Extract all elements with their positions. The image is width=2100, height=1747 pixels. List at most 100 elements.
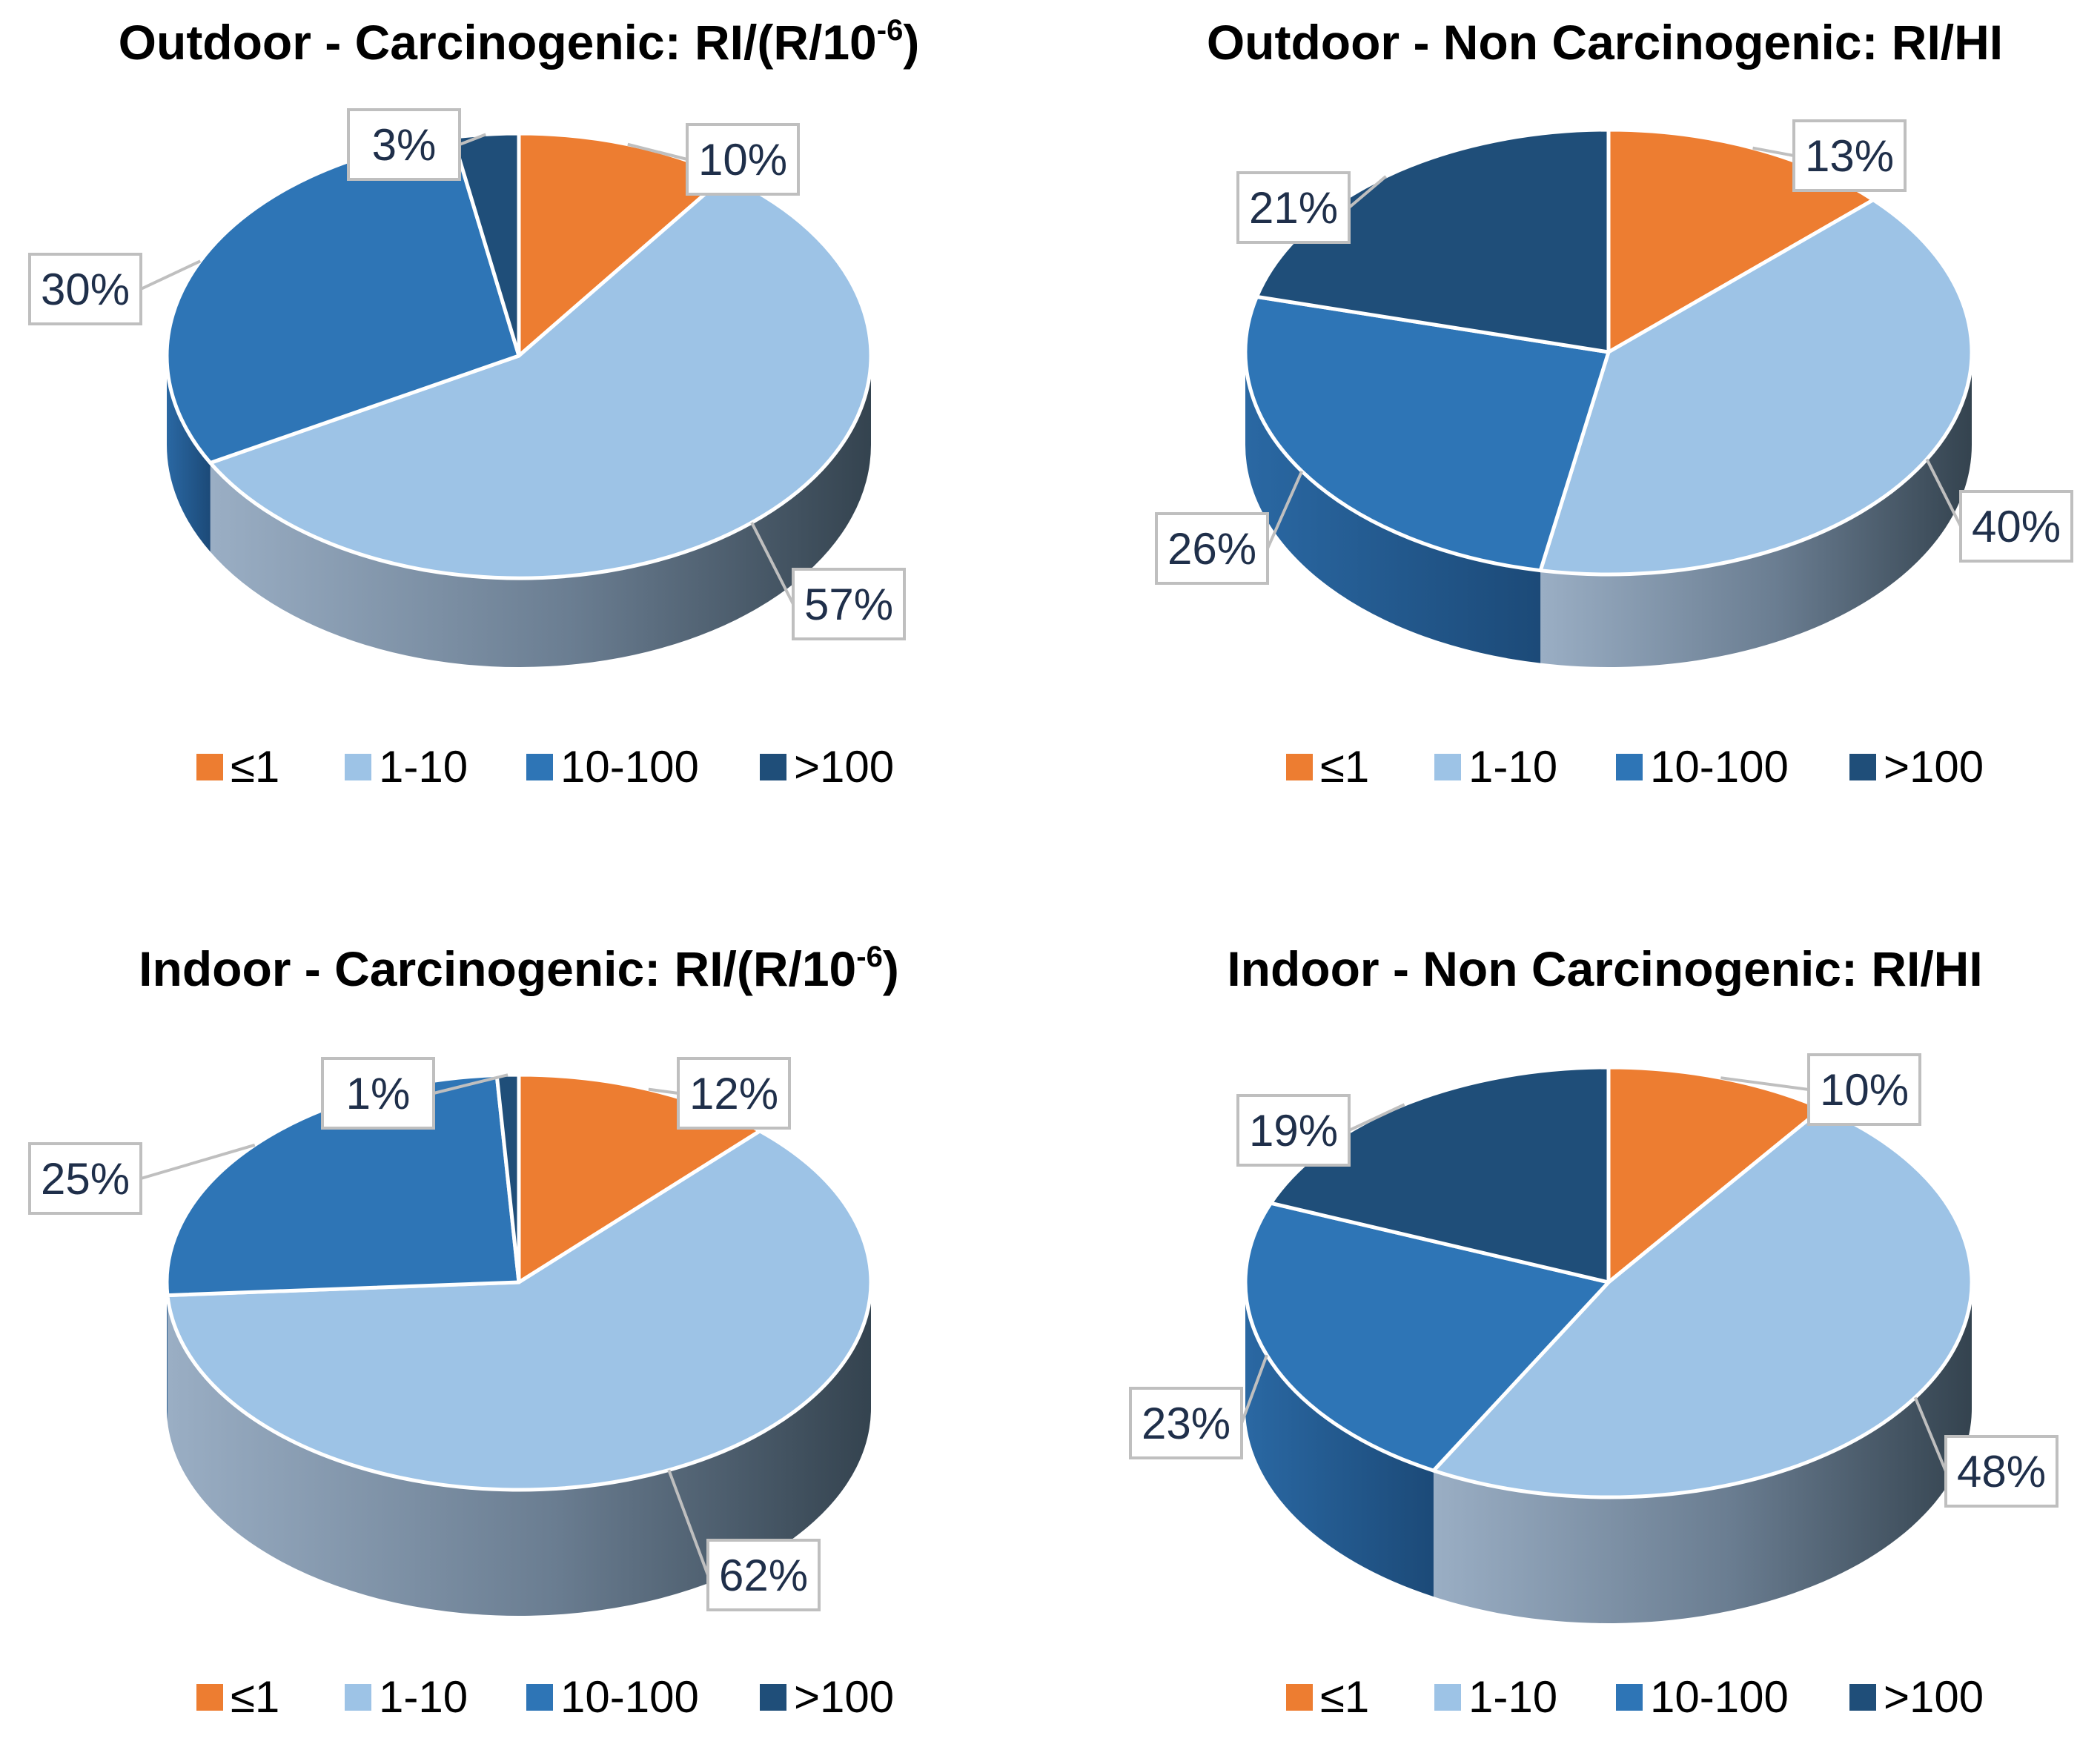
pie-side-1-10 [1433, 1282, 1972, 1623]
chart-title: Indoor - Carcinogenic: RI/(R/10-6) [139, 941, 899, 996]
data-label-≤1: 13% [1805, 131, 1894, 181]
pie-top [165, 1073, 873, 1492]
data-label->100: 1% [346, 1069, 411, 1118]
pie-slice->100 [1268, 1065, 1611, 1284]
pie-top [1243, 1065, 1974, 1499]
pie-chart-outdoor-carcinogenic: Outdoor - Carcinogenic: RI/(R/10-6) 10% 57… [28, 14, 920, 792]
leader-line [1266, 470, 1304, 549]
legend-label-1-10: 1-10 [379, 742, 468, 792]
legend-swatch-1-10 [345, 754, 371, 780]
pie-top [165, 131, 873, 580]
data-label-box [686, 123, 800, 196]
data-labels: 10% 48% 23% 19% [1129, 1053, 2058, 1508]
legend-swatch-10-100 [526, 754, 553, 780]
data-labels: 12% 62% 25% 1% [28, 1057, 821, 1611]
legend-label-≤1: ≤1 [231, 742, 279, 792]
data-label-≤1: 10% [698, 135, 787, 185]
data-label-10-100: 23% [1142, 1399, 1230, 1448]
legend: ≤1 1-10 10-100 >100 [1286, 1672, 1984, 1722]
chart-title-superscript: -6 [877, 14, 904, 47]
legend-label-1-10: 1-10 [1468, 742, 1557, 792]
legend-label-10-100: 10-100 [560, 1672, 699, 1722]
legend-swatch-10-100 [1616, 754, 1643, 780]
data-label-box [28, 253, 142, 325]
legend-label->100: >100 [1884, 1672, 1984, 1722]
pie-sides [1245, 1282, 1972, 1623]
pie-side-1-10 [167, 1282, 871, 1616]
legend-label->100: >100 [794, 1672, 894, 1722]
legend-swatch->100 [1849, 754, 1876, 780]
pie-side-10-100 [1245, 1282, 1434, 1597]
data-label-box [706, 1539, 821, 1611]
pie-sides [1245, 352, 1972, 668]
data-label-10-100: 25% [41, 1154, 130, 1204]
chart-title-main: Indoor - Non Carcinogenic: RI/HI [1227, 941, 1982, 996]
data-label-box [1236, 1094, 1351, 1167]
leader-line [627, 142, 688, 161]
data-label-10-100: 26% [1167, 524, 1256, 574]
pie-top [1243, 127, 1974, 577]
legend-label-1-10: 1-10 [1468, 1672, 1557, 1722]
chart-title-main: Outdoor - Non Carcinogenic: RI/HI [1207, 15, 2003, 70]
legend-swatch-≤1 [196, 1684, 223, 1711]
legend-swatch-≤1 [1286, 754, 1313, 780]
pie-side-1-10 [1540, 352, 1972, 668]
data-label-box [1155, 512, 1269, 585]
legend-swatch-1-10 [1434, 754, 1461, 780]
legend-swatch-≤1 [1286, 1684, 1313, 1711]
legend: ≤1 1-10 10-100 >100 [196, 1672, 894, 1722]
chart-title: Outdoor - Carcinogenic: RI/(R/10-6) [119, 14, 920, 70]
chart-title: Outdoor - Non Carcinogenic: RI/HI [1207, 15, 2003, 70]
pie-slice-1-10 [1431, 1106, 1974, 1499]
data-label-box [321, 1057, 435, 1130]
legend: ≤1 1-10 10-100 >100 [1286, 742, 1984, 792]
leader-line [1925, 458, 1962, 527]
data-label-box [1944, 1435, 2058, 1508]
data-label-box [792, 568, 906, 640]
chart-title-tail: ) [903, 15, 919, 70]
pie-side-10-100 [1245, 352, 1541, 663]
data-label-1-10: 62% [719, 1551, 808, 1600]
data-label-1-10: 48% [1957, 1447, 2046, 1496]
legend-swatch->100 [760, 1684, 786, 1711]
data-label->100: 3% [372, 120, 437, 170]
leader-line [648, 1087, 679, 1095]
legend-swatch->100 [760, 754, 786, 780]
pie-slice-1-10 [1538, 198, 1974, 577]
pie-sides [167, 356, 871, 668]
data-labels: 13% 40% 26% 21% [1155, 119, 2073, 585]
leader-line [433, 1073, 509, 1095]
leader-line [140, 259, 202, 291]
pie-slice-10-100 [1243, 1201, 1611, 1473]
legend-label-≤1: ≤1 [231, 1672, 279, 1722]
pie-slice-≤1 [1606, 1065, 1824, 1284]
data-label-box [28, 1142, 142, 1215]
data-label->100: 19% [1249, 1106, 1338, 1156]
leader-line [1720, 1076, 1809, 1091]
legend-label-≤1: ≤1 [1320, 1672, 1369, 1722]
leader-line [140, 1143, 256, 1180]
pie-side-10-100 [167, 1282, 168, 1422]
legend-swatch->100 [1849, 1684, 1876, 1711]
data-label-box [1129, 1387, 1243, 1459]
legend-label-10-100: 10-100 [1650, 742, 1789, 792]
data-label-box [1236, 171, 1351, 244]
data-label-box [1792, 119, 1907, 192]
chart-title-tail: ) [883, 941, 899, 996]
pie-side-10-100 [167, 356, 211, 552]
legend-swatch-≤1 [196, 754, 223, 780]
leader-line [1913, 1396, 1947, 1472]
chart-title-superscript: -6 [856, 941, 883, 973]
data-label->100: 21% [1249, 183, 1338, 233]
legend-swatch-10-100 [1616, 1684, 1643, 1711]
data-label-box [677, 1057, 791, 1130]
leader-line [1348, 175, 1387, 209]
data-label-box [1959, 490, 2073, 563]
legend-label-10-100: 10-100 [1650, 1672, 1789, 1722]
data-label-≤1: 10% [1820, 1065, 1909, 1115]
data-label-box [1807, 1053, 1921, 1126]
data-label-1-10: 57% [804, 580, 893, 629]
pie-slice-1-10 [208, 173, 873, 580]
data-labels: 10% 57% 30% 3% [28, 108, 906, 640]
chart-title: Indoor - Non Carcinogenic: RI/HI [1227, 941, 1982, 996]
